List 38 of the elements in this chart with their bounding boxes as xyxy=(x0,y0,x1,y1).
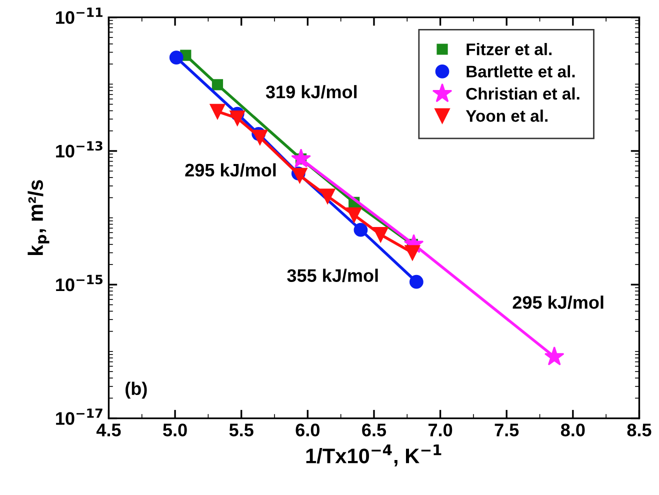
x-tick-label: 4.5 xyxy=(96,424,121,436)
legend-label: Yoon et al. xyxy=(466,110,548,122)
point xyxy=(544,346,564,366)
point xyxy=(169,50,184,65)
x-tick-label: 8.5 xyxy=(627,424,652,436)
point xyxy=(212,79,224,90)
x-tick-label: 6.0 xyxy=(296,424,320,436)
y-tick-label: 10$^{−11}$ xyxy=(56,8,103,24)
point xyxy=(292,168,308,184)
legend-label: Christian et al. xyxy=(466,87,580,100)
x-tick-label: 6.5 xyxy=(362,424,386,436)
x-axis-title: 1/Tx10$^{−4}$, K$^{−1}$ xyxy=(306,444,442,466)
y-tick-label: 10$^{−15}$ xyxy=(56,274,102,292)
point xyxy=(320,188,336,204)
point xyxy=(354,222,368,237)
annotation: (b) xyxy=(126,382,147,399)
annotation: 295 kJ/mol xyxy=(185,163,276,177)
point xyxy=(252,130,268,145)
annotation: 319 kJ/mol xyxy=(266,85,357,99)
legend-label: Fitzer et al. xyxy=(466,43,552,56)
x-tick-label: 7.5 xyxy=(494,424,519,436)
point xyxy=(372,226,388,242)
point xyxy=(346,207,362,223)
x-tick-label: 8.0 xyxy=(560,424,585,436)
y-tick-label: 10$^{−17}$ xyxy=(56,408,102,425)
annotation: 295 kJ/mol xyxy=(512,296,604,310)
x-tick-label: 5.0 xyxy=(163,424,187,436)
legend-label: Bartlette et al. xyxy=(466,65,575,78)
point xyxy=(409,274,424,289)
point xyxy=(230,110,246,126)
y-tick-label: 10$^{−13}$ xyxy=(56,141,102,158)
annotation: 355 kJ/mol xyxy=(287,268,378,282)
point xyxy=(210,104,226,120)
point xyxy=(404,245,420,260)
x-tick-label: 7.0 xyxy=(428,424,452,436)
y-axis-title: k$_{p}$, m²/s xyxy=(28,180,50,255)
x-tick-label: 5.5 xyxy=(229,424,254,436)
point xyxy=(291,148,311,168)
